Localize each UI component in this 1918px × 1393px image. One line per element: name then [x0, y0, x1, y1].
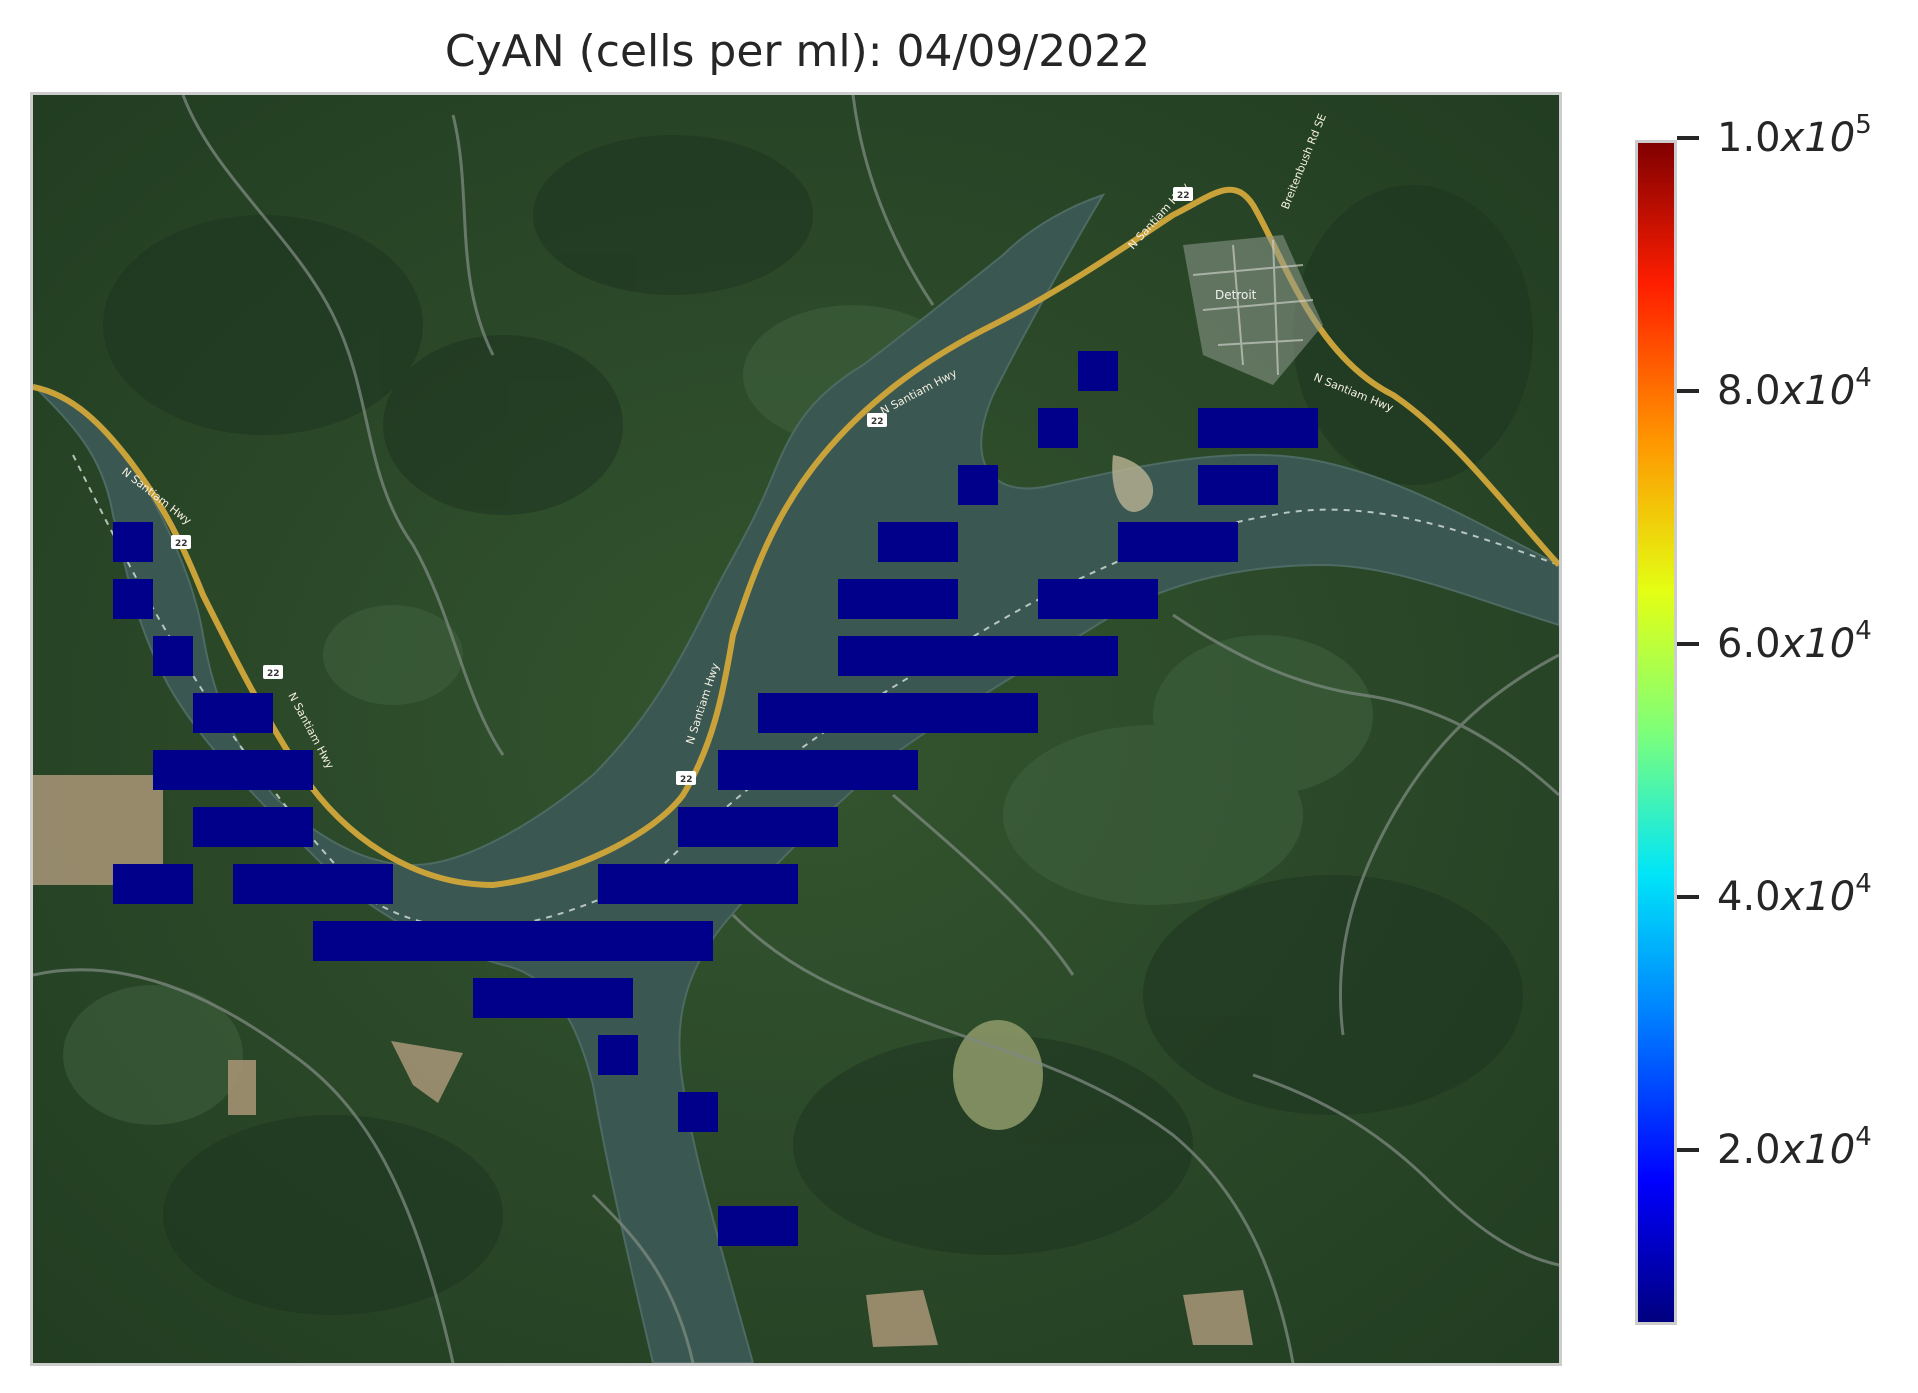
cyan-cell	[598, 1035, 638, 1075]
cyan-cells	[113, 351, 1318, 1246]
colorbar-tick-label: 1.0x105	[1717, 110, 1872, 161]
colorbar-tick-mark	[1677, 389, 1699, 393]
colorbar-tick-label: 6.0x104	[1717, 616, 1872, 667]
cyan-cell	[1118, 522, 1238, 562]
cyan-cell	[958, 465, 998, 505]
cyan-cell	[113, 522, 153, 562]
colorbar-tick-label: 8.0x104	[1717, 363, 1872, 414]
cyan-cell	[113, 579, 153, 619]
cyan-cell	[193, 693, 273, 733]
satellite-map[interactable]: N Santiam Hwy N Santiam Hwy N Santiam Hw…	[33, 95, 1559, 1363]
cyan-cell	[1038, 408, 1078, 448]
town-detroit: Detroit	[1183, 235, 1323, 385]
route-shields: 22 22 22 22 22	[171, 187, 1193, 785]
cyan-cell	[718, 1206, 798, 1246]
highway-22	[33, 186, 1559, 889]
forest-roads	[33, 95, 1559, 1363]
svg-text:22: 22	[1177, 191, 1190, 201]
colorbar-tick-mark	[1677, 642, 1699, 646]
cyan-cell	[233, 864, 393, 904]
cyan-cell	[878, 522, 958, 562]
svg-text:22: 22	[175, 539, 188, 549]
svg-text:22: 22	[871, 417, 884, 427]
colorbar-tick-mark	[1677, 1148, 1699, 1152]
clearings	[33, 775, 1253, 1347]
cyan-cell	[718, 750, 918, 790]
cyan-cell	[153, 750, 313, 790]
cyan-cell	[758, 693, 1038, 733]
cyan-cell	[1038, 579, 1158, 619]
cyan-cell	[113, 864, 193, 904]
svg-text:22: 22	[680, 775, 693, 785]
svg-text:Detroit: Detroit	[1215, 288, 1257, 302]
cyan-cell	[678, 1092, 718, 1132]
cyan-cell	[473, 978, 633, 1018]
cyan-cell	[193, 807, 313, 847]
forest-texture	[103, 135, 1533, 1315]
cyan-cell	[1078, 351, 1118, 391]
cyan-cell	[838, 636, 1118, 676]
colorbar-tick-label: 2.0x104	[1717, 1122, 1872, 1173]
colorbar-tick-mark	[1677, 895, 1699, 899]
cyan-cell	[1198, 465, 1278, 505]
map-title: CyAN (cells per ml): 04/09/2022	[444, 26, 1151, 77]
sandbar	[1112, 455, 1154, 512]
cyan-cell	[1198, 408, 1318, 448]
cyan-cell	[838, 579, 958, 619]
cyan-cell	[598, 864, 798, 904]
colorbar-tick-mark	[1677, 136, 1699, 140]
cyan-cell	[678, 807, 838, 847]
svg-text:22: 22	[267, 669, 280, 679]
cyan-cell	[313, 921, 713, 961]
colorbar	[1635, 140, 1677, 1325]
cyan-cell	[153, 636, 193, 676]
colorbar-tick-label: 4.0x104	[1717, 869, 1872, 920]
map-frame[interactable]: N Santiam Hwy N Santiam Hwy N Santiam Hw…	[30, 92, 1562, 1366]
